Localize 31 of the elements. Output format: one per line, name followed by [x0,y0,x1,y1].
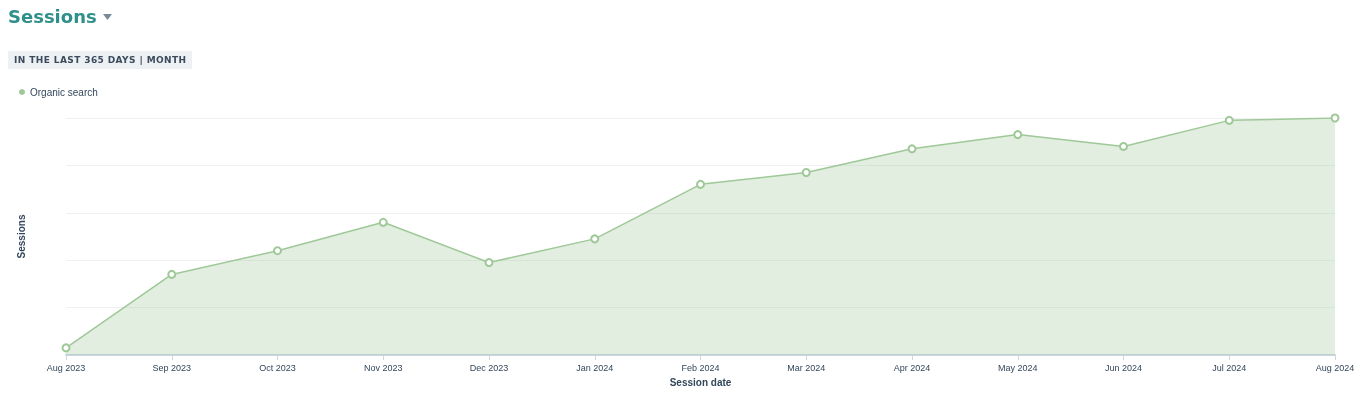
x-axis-title: Session date [669,376,732,388]
x-tick-label: Mar 2024 [787,362,826,373]
x-tick-label: Jun 2024 [1104,362,1143,373]
point [590,234,600,244]
point [1224,115,1234,125]
x-tick-label: Aug 2023 [46,362,86,373]
x-tick-label: Apr 2024 [893,362,931,373]
chart-title: Sessions [8,6,97,27]
x-tick-label: Aug 2024 [1315,362,1355,373]
y-axis-title: Sessions [15,214,27,259]
point [378,217,388,227]
legend-label: Organic search [30,86,98,98]
x-tick-label: Oct 2023 [259,362,296,373]
point [484,258,494,268]
point [167,269,177,279]
x-tick-label: May 2024 [997,362,1038,373]
point [907,144,917,154]
x-tick-label: Nov 2023 [363,362,403,373]
x-tick-label: Jul 2024 [1212,362,1247,373]
point [61,343,71,353]
point [1330,113,1340,123]
point [1013,130,1023,140]
x-tick-label: Jan 2024 [576,362,614,373]
chart-subtitle: IN THE LAST 365 DAYS | MONTH [8,51,193,69]
point [273,246,282,256]
x-tick-label: Dec 2023 [469,362,509,373]
x-tick-label: Sep 2023 [152,362,192,373]
point [696,179,705,189]
point [1119,141,1128,151]
point [801,168,811,178]
x-tick-label: Feb 2024 [681,362,720,373]
